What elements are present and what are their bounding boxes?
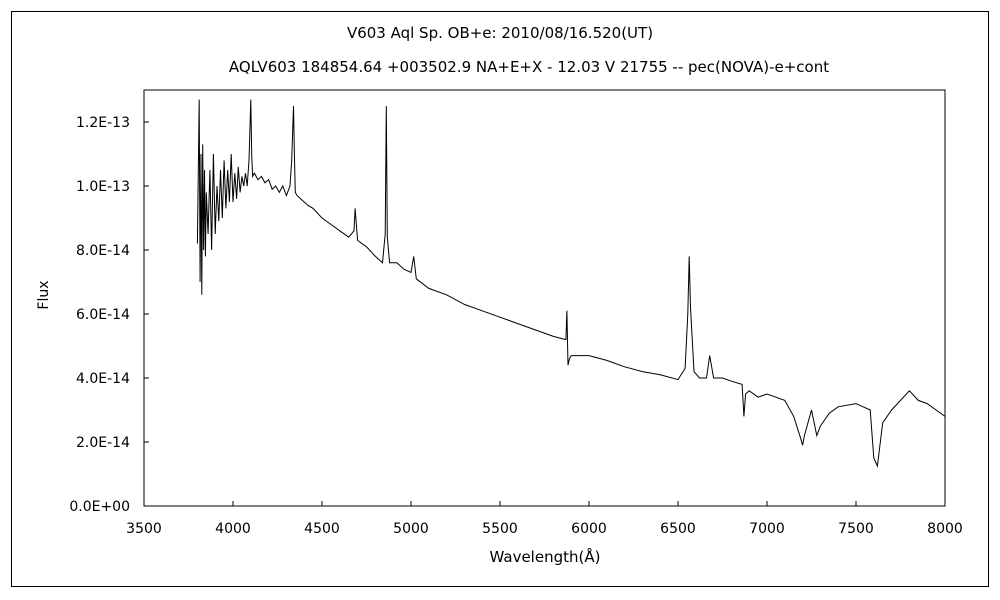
x-tick-label: 8000 bbox=[927, 521, 963, 537]
chart-frame bbox=[11, 11, 989, 587]
x-axis-label: Wavelength(Å) bbox=[489, 548, 601, 566]
chart-title: V603 Aql Sp. OB+e: 2010/08/16.520(UT) bbox=[346, 24, 654, 42]
x-tick-label: 7500 bbox=[838, 521, 874, 537]
y-tick-label: 8.0E-14 bbox=[76, 243, 130, 259]
y-tick-label: 1.2E-13 bbox=[76, 115, 130, 131]
x-tick-label: 5000 bbox=[393, 521, 429, 537]
plot-border bbox=[143, 89, 946, 507]
x-tick-label: 7000 bbox=[749, 521, 785, 537]
y-tick-label: 0.0E+00 bbox=[69, 499, 130, 515]
y-tick-label: 6.0E-14 bbox=[76, 307, 130, 323]
chart-subtitle: AQLV603 184854.64 +003502.9 NA+E+X - 12.… bbox=[228, 58, 830, 76]
x-tick-label: 6000 bbox=[571, 521, 607, 537]
spectrum-line bbox=[196, 99, 946, 468]
y-tick-label: 1.0E-13 bbox=[76, 179, 130, 195]
x-tick-label: 4000 bbox=[215, 521, 251, 537]
x-tick-label: 4500 bbox=[304, 521, 340, 537]
x-tick-label: 6500 bbox=[660, 521, 696, 537]
x-tick-label: 3500 bbox=[126, 521, 162, 537]
y-tick-label: 2.0E-14 bbox=[76, 435, 130, 451]
y-tick-label: 4.0E-14 bbox=[76, 371, 130, 387]
x-tick-label: 5500 bbox=[482, 521, 518, 537]
